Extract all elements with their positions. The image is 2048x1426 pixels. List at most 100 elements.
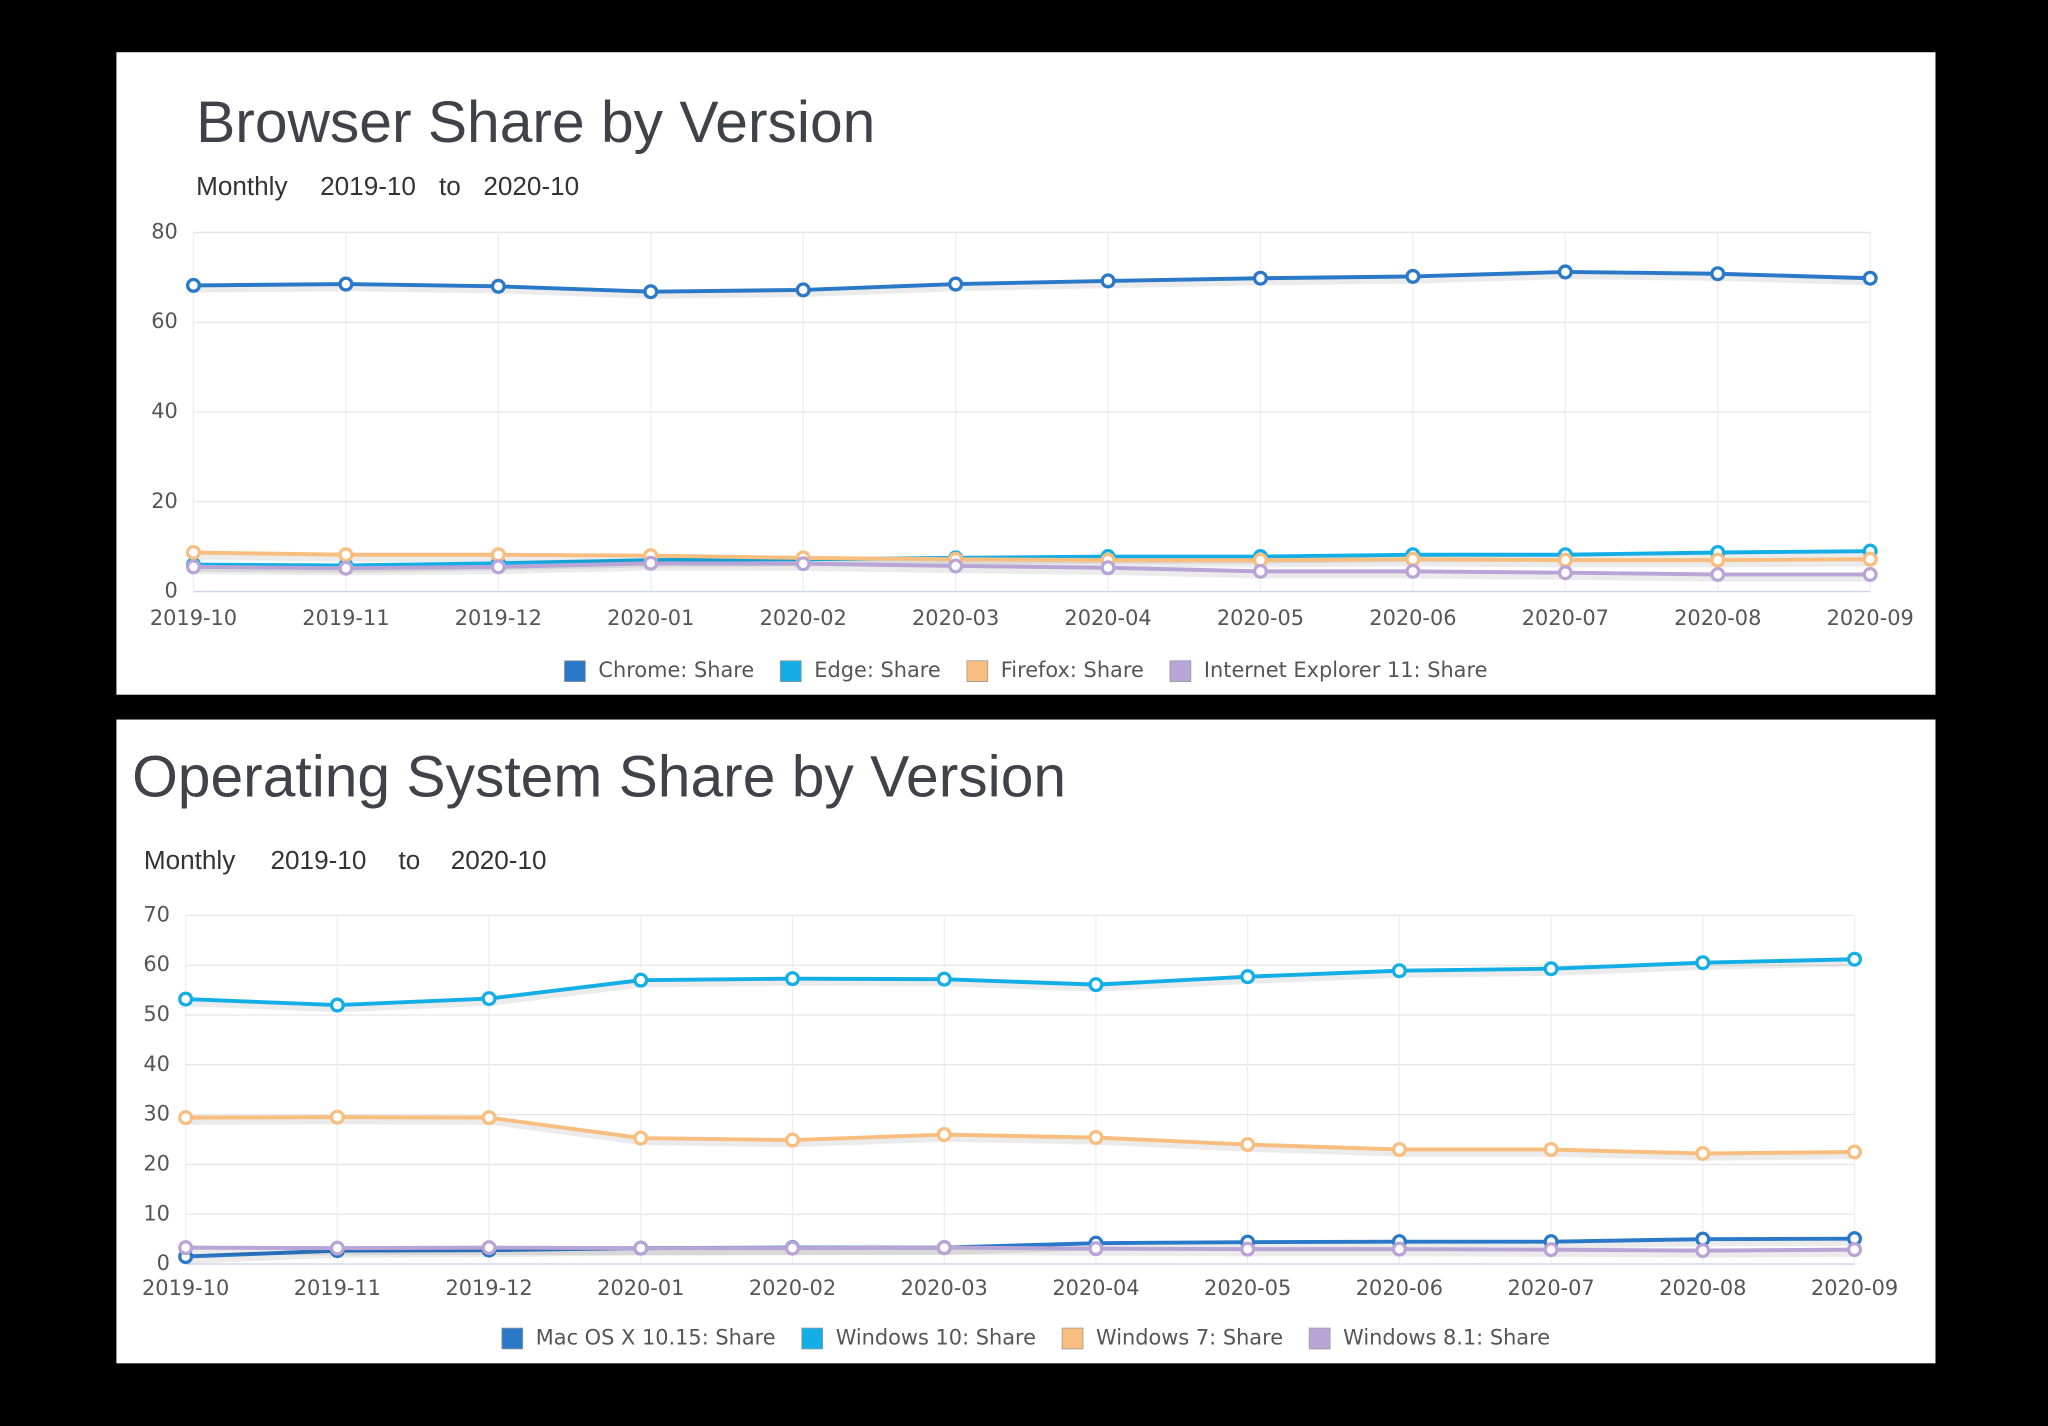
x-tick-label: 2020-03 (901, 1276, 988, 1300)
data-point (178, 1110, 194, 1126)
data-point (1240, 969, 1256, 985)
subtitle-part: 2019-10 (320, 171, 416, 201)
legend: Mac OS X 10.15: Share Windows 10: Share Wi… (501, 1326, 1550, 1350)
data-point (1543, 1142, 1559, 1158)
data-point (185, 559, 201, 575)
y-tick-label: 0 (165, 579, 178, 603)
data-point (948, 558, 964, 574)
subtitle-part: to (439, 171, 461, 201)
y-tick-label: 80 (151, 219, 178, 243)
data-point (481, 991, 497, 1007)
x-tick-label: 2019-11 (294, 1276, 381, 1300)
data-point (643, 284, 659, 300)
data-point (633, 1240, 649, 1256)
data-point (633, 972, 649, 988)
series-line-shadow (194, 272, 1872, 299)
x-tick-label: 2020-02 (749, 1276, 836, 1300)
data-point (784, 971, 801, 987)
chart: Browser Share by Version Monthly 2019-10 to… (116, 52, 1936, 695)
x-tick-label: 2020-04 (1064, 606, 1151, 630)
data-point (178, 1240, 194, 1256)
data-point (1240, 1241, 1256, 1257)
data-point (481, 1110, 497, 1126)
x-tick-label: 2020-07 (1522, 606, 1609, 630)
data-point (1543, 1242, 1559, 1258)
data-point (1405, 563, 1421, 579)
chart-panel (116, 719, 1936, 1364)
x-tick-label: 2020-06 (1356, 1276, 1443, 1300)
series-line (185, 1115, 1855, 1156)
data-point (185, 277, 201, 293)
chart: Operating System Share by Version Monthly… (116, 719, 1936, 1364)
data-point (1405, 268, 1421, 284)
data-point (490, 559, 506, 575)
x-tick-label: 2019-12 (455, 606, 542, 630)
x-tick-label: 2020-01 (607, 606, 694, 630)
data-point (936, 1127, 952, 1143)
legend-label: Windows 8.1: Share (1343, 1326, 1550, 1350)
y-tick-label: 50 (143, 1002, 170, 1026)
data-point (1710, 552, 1726, 568)
legend-label: Mac OS X 10.15: Share (536, 1326, 776, 1350)
legend-swatch (1169, 660, 1192, 683)
series-line (185, 957, 1855, 1008)
subtitle-part: Monthly (144, 845, 235, 875)
x-tick-label: 2020-05 (1217, 606, 1304, 630)
subtitle-part: 2020-10 (483, 171, 579, 201)
data-point (1240, 1137, 1256, 1153)
x-tick-label: 2019-10 (142, 1276, 229, 1300)
data-point (481, 1240, 497, 1256)
y-tick-label: 0 (157, 1251, 170, 1275)
data-point (490, 547, 506, 563)
data-point (1710, 266, 1726, 282)
data-point (643, 555, 659, 571)
data-point (936, 971, 952, 987)
x-tick-label: 2020-06 (1369, 606, 1456, 630)
data-point (1088, 1130, 1104, 1146)
series-line-shadow (194, 563, 1872, 582)
y-tick-label: 70 (143, 902, 170, 926)
series-line-shadow (186, 1248, 1856, 1258)
x-tick-label: 2020-03 (912, 606, 999, 630)
data-point (784, 1132, 801, 1148)
data-point (795, 282, 811, 298)
data-point (329, 997, 345, 1013)
data-point (1862, 566, 1878, 583)
x-tick-label: 2020-09 (1811, 1276, 1898, 1300)
data-point (1405, 551, 1421, 567)
data-point (936, 1240, 952, 1256)
data-point (1557, 264, 1573, 280)
x-tick-label: 2020-04 (1052, 1276, 1139, 1300)
y-tick-label: 30 (143, 1102, 170, 1126)
data-point (1252, 563, 1268, 579)
data-point (338, 276, 354, 292)
legend-swatch (779, 660, 802, 683)
series-line (185, 1236, 1855, 1259)
series-line (193, 561, 1871, 577)
x-tick-label: 2020-01 (597, 1276, 684, 1300)
x-tick-label: 2020-09 (1827, 606, 1914, 630)
data-point (1391, 1241, 1407, 1257)
data-point (1088, 977, 1104, 993)
series-line-shadow (186, 1117, 1856, 1161)
chart-title: Browser Share by Version (196, 90, 875, 155)
legend-label: Windows 10: Share (836, 1326, 1036, 1350)
y-tick-label: 60 (151, 309, 178, 333)
y-tick-label: 40 (143, 1052, 170, 1076)
data-point (1695, 1145, 1711, 1162)
x-tick-label: 2020-07 (1507, 1276, 1594, 1300)
x-tick-label: 2019-11 (302, 606, 389, 630)
data-point (1100, 273, 1116, 289)
legend-swatch (1061, 1327, 1084, 1350)
data-point (1391, 963, 1407, 979)
legend-swatch (501, 1327, 524, 1350)
x-tick-label: 2020-05 (1204, 1276, 1291, 1300)
data-point (329, 1240, 345, 1256)
data-point (1557, 565, 1573, 581)
data-point (185, 544, 201, 561)
subtitle-part: Monthly (196, 171, 287, 201)
legend-swatch (801, 1327, 824, 1350)
chart-panel (116, 52, 1936, 695)
